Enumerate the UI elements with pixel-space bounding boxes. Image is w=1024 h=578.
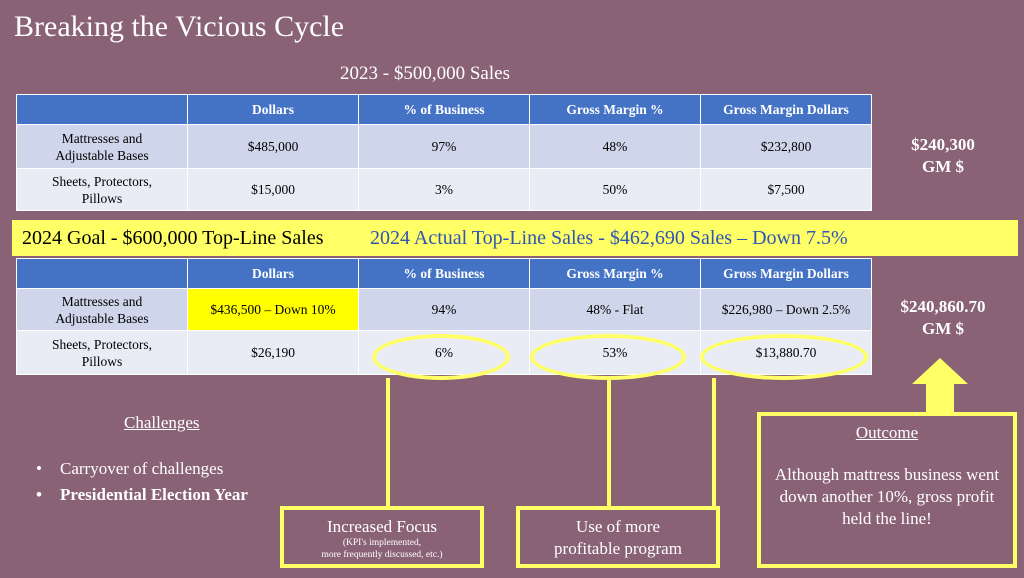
challenges-list: • Carryover of challenges • Presidential E… (36, 458, 248, 510)
table-row: Mattresses and Adjustable Bases $436,500… (16, 288, 872, 331)
bullet-icon: • (36, 485, 42, 504)
header-gm-pct: Gross Margin % (529, 258, 701, 289)
goal-banner (12, 220, 1018, 256)
outcome-title: Outcome (855, 423, 919, 442)
cell-gm-pct: 48% (529, 124, 701, 169)
table-2023: Dollars % of Business Gross Margin % Gro… (16, 94, 872, 211)
header-empty (16, 258, 188, 289)
callout-profitable-program: Use of more profitable program (516, 506, 720, 568)
cell-gm-dollars: $232,800 (700, 124, 872, 169)
gm-total-2023-label: GM $ (921, 157, 965, 176)
header-pct-business: % of Business (358, 258, 530, 289)
callout-profit-line-2: profitable program (554, 539, 682, 558)
cell-gm-pct: 48% - Flat (529, 288, 701, 331)
header-empty (16, 94, 188, 125)
cell-pct-business: 3% (358, 168, 530, 211)
actual-2024-text: 2024 Actual Top-Line Sales - $462,690 Sa… (370, 227, 848, 249)
cell-dollars: $26,190 (187, 330, 359, 375)
highlight-ellipse-gm-pct (530, 334, 686, 380)
list-item: • Carryover of challenges (36, 458, 248, 480)
cell-dollars: $485,000 (187, 124, 359, 169)
connector-line-gm-dollars (712, 378, 716, 510)
header-gm-dollars: Gross Margin Dollars (700, 258, 872, 289)
cell-gm-pct: 50% (529, 168, 701, 211)
header-gm-pct: Gross Margin % (529, 94, 701, 125)
row-label-mattresses: Mattresses and Adjustable Bases (16, 124, 188, 169)
gm-total-2023-value: $240,300 (911, 135, 975, 154)
callout-focus-title: Increased Focus (327, 517, 437, 536)
bullet-icon: • (36, 459, 42, 478)
row-label-sheets: Sheets, Protectors, Pillows (16, 330, 188, 375)
up-arrow-icon (912, 358, 968, 412)
challenges-title: Challenges (124, 413, 200, 432)
highlight-ellipse-gm-dollars (700, 334, 868, 380)
header-dollars: Dollars (187, 258, 359, 289)
header-gm-dollars: Gross Margin Dollars (700, 94, 872, 125)
callout-profit-text: Use of more profitable program (520, 516, 716, 560)
cell-dollars: $15,000 (187, 168, 359, 211)
challenge-item-1: Carryover of challenges (60, 459, 224, 478)
sales-2023-subtitle: 2023 - $500,000 Sales (340, 63, 510, 84)
connector-line-profit (607, 378, 611, 508)
gm-total-2023: $240,300 GM $ (888, 134, 998, 178)
row-label-mattresses: Mattresses and Adjustable Bases (16, 288, 188, 331)
row-label-sheets: Sheets, Protectors, Pillows (16, 168, 188, 211)
slide-title: Breaking the Vicious Cycle (14, 10, 345, 43)
goal-2024-text: 2024 Goal - $600,000 Top-Line Sales (22, 227, 324, 249)
cell-gm-dollars: $7,500 (700, 168, 872, 211)
gm-total-2024-label: GM $ (921, 319, 965, 338)
table-row: Mattresses and Adjustable Bases $485,000… (16, 124, 872, 169)
table-header-row: Dollars % of Business Gross Margin % Gro… (16, 94, 872, 125)
list-item: • Presidential Election Year (36, 484, 248, 506)
gm-total-2024: $240,860.70 GM $ (882, 296, 1004, 340)
outcome-text: Although mattress business went down ano… (774, 465, 1000, 528)
cell-pct-business: 97% (358, 124, 530, 169)
table-row: Sheets, Protectors, Pillows $15,000 3% 5… (16, 168, 872, 211)
callout-profit-line-1: Use of more (575, 517, 661, 536)
gm-total-2024-value: $240,860.70 (900, 297, 986, 316)
cell-dollars-highlighted: $436,500 – Down 10% (187, 288, 359, 331)
callout-outcome: Outcome Although mattress business went … (757, 412, 1017, 568)
highlight-ellipse-pct-business (372, 334, 510, 380)
callout-increased-focus: Increased Focus (KPI's implemented, more… (280, 506, 484, 568)
cell-pct-business: 94% (358, 288, 530, 331)
table-header-row: Dollars % of Business Gross Margin % Gro… (16, 258, 872, 289)
header-pct-business: % of Business (358, 94, 530, 125)
callout-focus-sub-1: (KPI's implemented, (342, 538, 422, 548)
cell-gm-dollars: $226,980 – Down 2.5% (700, 288, 872, 331)
connector-line-focus (386, 378, 390, 508)
callout-focus-sub-2: more frequently discussed, etc.) (321, 550, 443, 560)
header-dollars: Dollars (187, 94, 359, 125)
challenge-item-2: Presidential Election Year (60, 485, 248, 504)
